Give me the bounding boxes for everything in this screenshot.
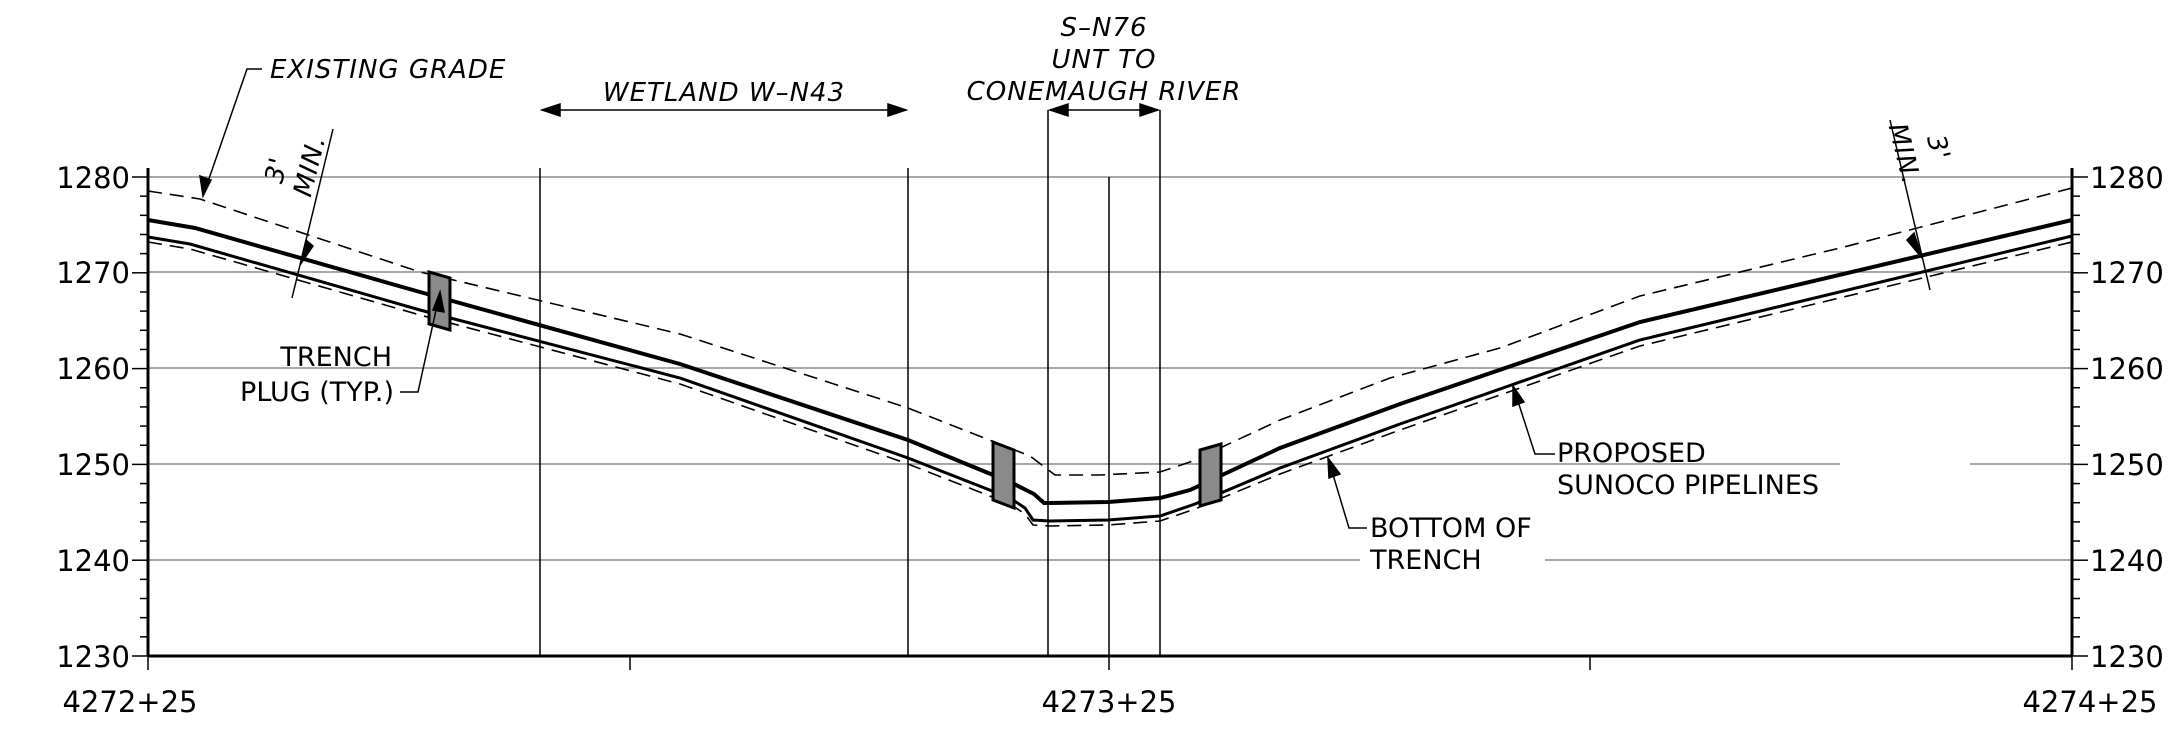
elevation-label-right-1270: 1270	[2090, 256, 2164, 290]
existing-grade-label: EXISTING GRADE	[270, 55, 506, 85]
elevation-label-right-1230: 1230	[2090, 640, 2164, 674]
elevation-grid	[148, 176, 2072, 561]
italic-callouts: EXISTING GRADE WETLAND W–N43 S–N76 UNT T…	[260, 13, 1956, 200]
station-label-4274-25: 4274+25	[2022, 685, 2157, 719]
trench-plug-middle	[991, 439, 1016, 511]
upright-callouts: TRENCH PLUG (TYP.) PROPOSED SUNOCO PIPEL…	[240, 342, 1819, 576]
elevation-label-1280: 1280	[56, 161, 130, 195]
boundary-lines	[539, 110, 1161, 656]
dimension-lines	[199, 68, 1931, 529]
existing-grade-arrow	[199, 174, 213, 199]
cover-right-dimension	[1889, 119, 1931, 291]
trench-bottom-label-1: BOTTOM OF	[1370, 513, 1532, 544]
trench-plug-label-1: TRENCH	[279, 342, 392, 373]
cover-left-dimension	[291, 128, 334, 299]
wetland-arrow-right	[887, 102, 909, 118]
pipelines-arrow	[1512, 383, 1526, 408]
trench-bottom-label-2: TRENCH	[1369, 545, 1482, 576]
left-elevation-labels: 1280 1270 1260 1250 1240 1230	[56, 161, 130, 674]
cover-right-label-1: 3'	[1920, 132, 1955, 164]
stream-label-line3: CONEMAUGH RIVER	[967, 77, 1242, 107]
existing-grade-leader	[202, 68, 262, 197]
trench-plug-arrow	[431, 289, 445, 313]
elevation-label-right-1280: 1280	[2090, 161, 2164, 195]
elevation-label-right-1240: 1240	[2090, 544, 2164, 578]
trench-plug-right	[1198, 442, 1223, 508]
elevation-label-right-1260: 1260	[2090, 352, 2164, 386]
station-label-4273-25: 4273+25	[1041, 685, 1176, 719]
wetland-arrow-left	[539, 102, 561, 118]
wetland-label: WETLAND W–N43	[603, 78, 845, 108]
elevation-label-1260: 1260	[56, 352, 130, 386]
elevation-label-1230: 1230	[56, 640, 130, 674]
trench-plug-leader	[400, 291, 441, 393]
trench-bottom-arrow	[1327, 455, 1342, 480]
axis-ticks	[132, 176, 2088, 670]
trench-plug-label-2: PLUG (TYP.)	[240, 377, 394, 408]
trench-bottom-leader	[1327, 457, 1367, 529]
pipelines-label-2: SUNOCO PIPELINES	[1557, 470, 1819, 501]
stream-label-line2: UNT TO	[1052, 45, 1157, 75]
pipeline-bottom-line	[147, 234, 2073, 523]
existing-grade-line	[147, 187, 2073, 476]
station-labels: 4272+25 4273+25 4274+25	[62, 685, 2157, 719]
cover-right-arrow	[1905, 231, 1923, 259]
stream-arrow-left	[1047, 102, 1069, 118]
elevation-label-1270: 1270	[56, 256, 130, 290]
cover-left-label-1: 3'	[260, 154, 295, 186]
stream-id-label: S–N76	[1060, 13, 1147, 43]
elevation-label-right-1250: 1250	[2090, 448, 2164, 482]
axes-frame	[146, 168, 2074, 658]
station-label-4272-25: 4272+25	[62, 685, 197, 719]
trench-plugs	[427, 270, 1223, 511]
stream-arrow-right	[1139, 102, 1161, 118]
elevation-label-1250: 1250	[56, 448, 130, 482]
pipeline-top-line	[147, 218, 2073, 505]
pipelines-label-1: PROPOSED	[1557, 438, 1706, 469]
cover-left-label-2: MIN.	[288, 132, 332, 199]
right-elevation-labels: 1280 1270 1260 1250 1240 1230	[2090, 161, 2164, 674]
cover-left-arrow	[299, 238, 314, 266]
pipelines-leader	[1512, 385, 1555, 455]
elevation-label-1240: 1240	[56, 544, 130, 578]
